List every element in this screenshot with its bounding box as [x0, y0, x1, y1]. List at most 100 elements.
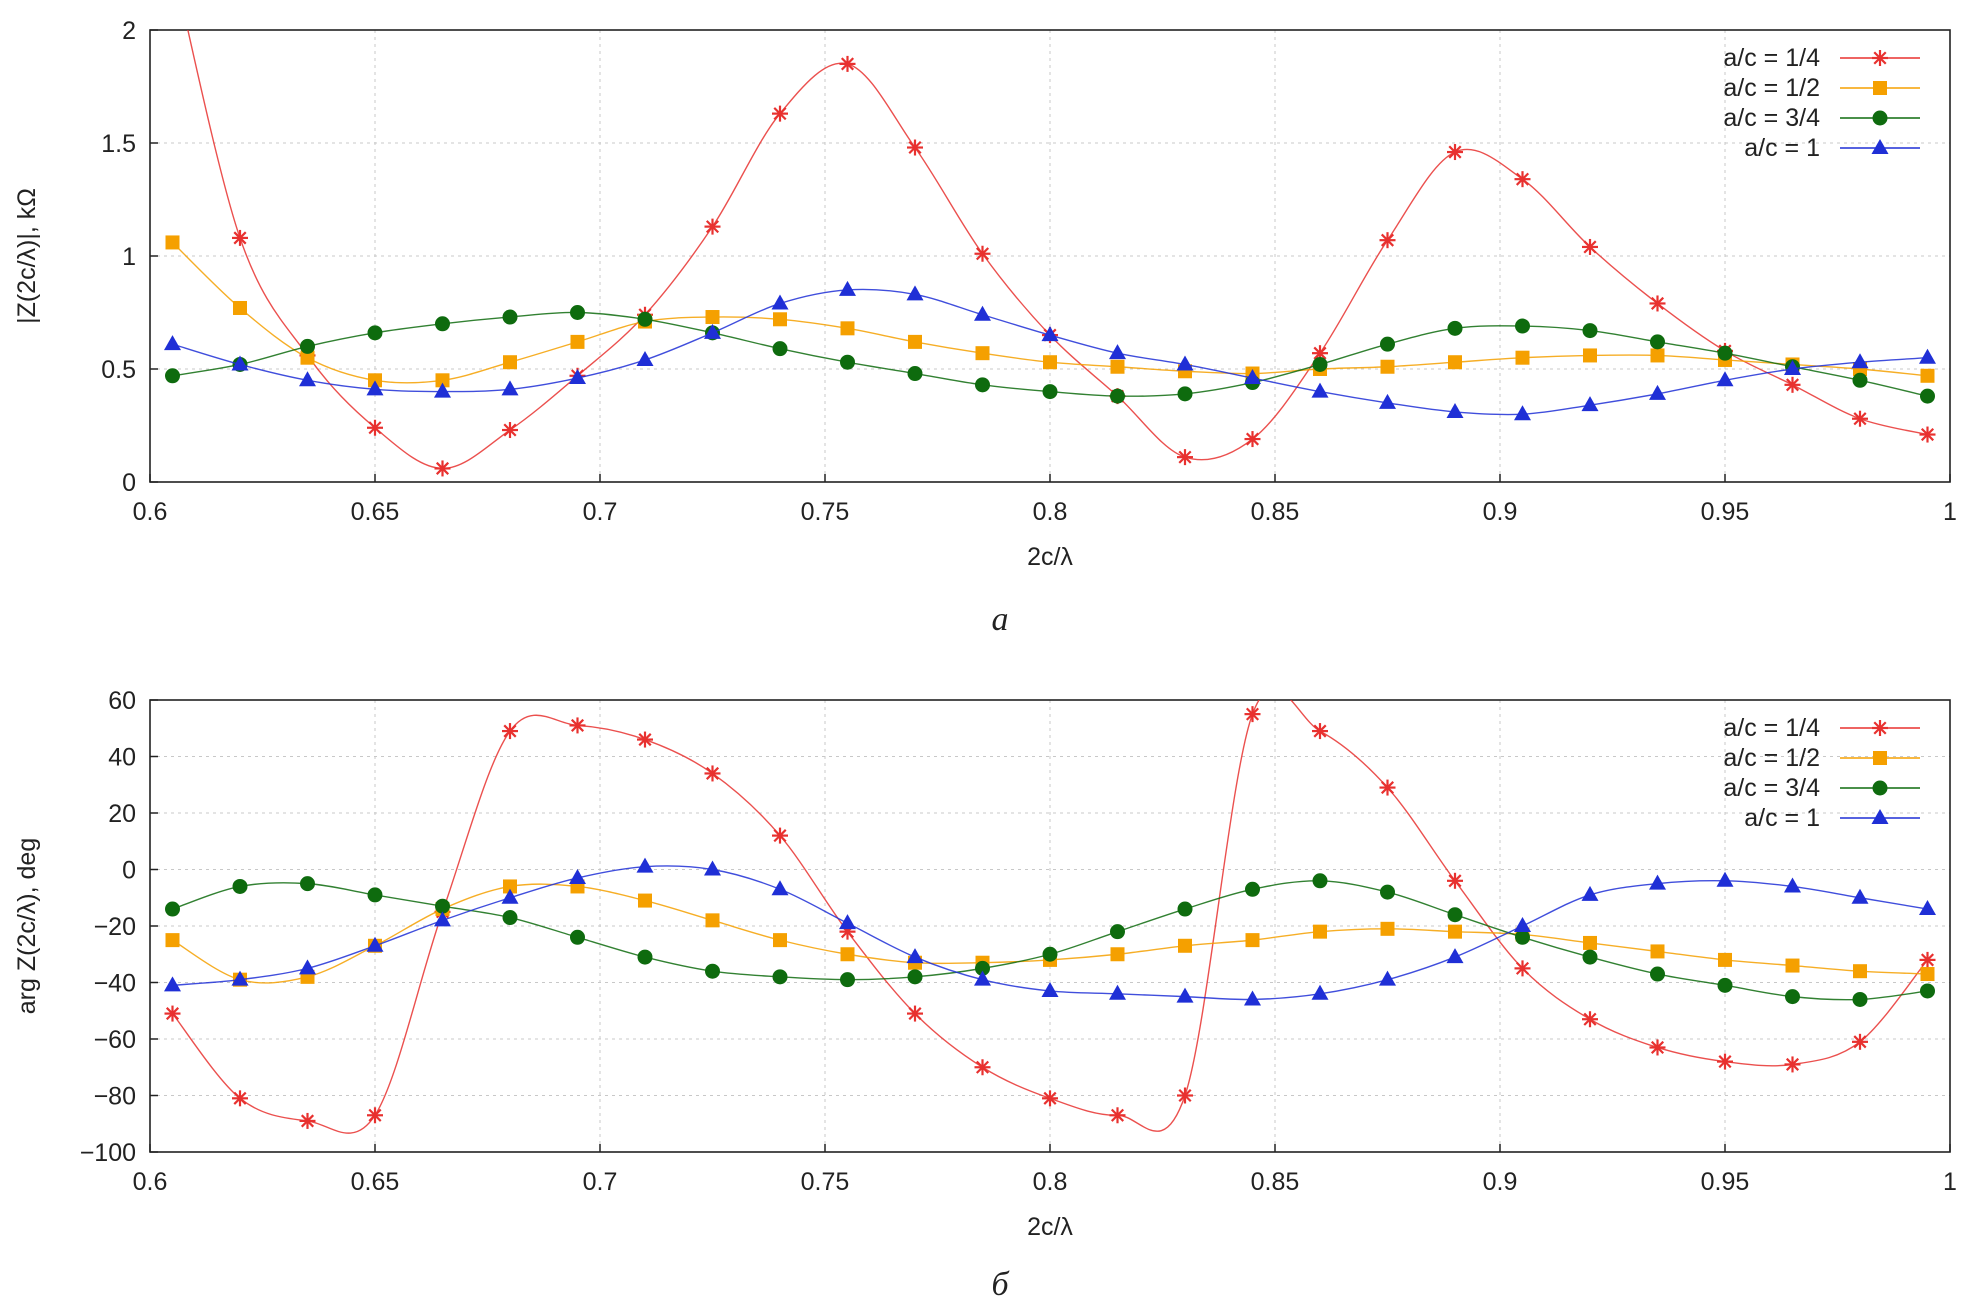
series-3	[165, 873, 1935, 1007]
data-point	[1176, 987, 1194, 1003]
data-point	[1514, 405, 1531, 421]
data-point	[839, 55, 856, 72]
data-point	[636, 857, 654, 873]
data-point	[367, 419, 383, 436]
data-point	[1785, 989, 1800, 1005]
legend-label: a/c = 1/2	[1723, 744, 1820, 772]
legend-entry: a/c = 1	[1744, 134, 1920, 162]
legend-marker	[1873, 81, 1887, 95]
x-axis-label: 2c/λ	[1027, 543, 1073, 571]
legend-entry: a/c = 1/4	[1723, 714, 1920, 742]
data-point	[165, 901, 180, 917]
y-tick-label: 0	[122, 857, 136, 885]
series-4	[164, 280, 1936, 421]
data-point	[1920, 368, 1935, 383]
data-point	[434, 460, 451, 477]
data-point	[773, 933, 787, 948]
data-point	[1649, 1039, 1666, 1056]
data-point	[1514, 917, 1531, 932]
y-tick-label: −100	[80, 1139, 136, 1167]
data-point	[974, 970, 991, 986]
data-point	[1717, 1053, 1733, 1070]
data-point	[1853, 964, 1867, 979]
data-point	[1852, 410, 1868, 427]
data-point	[1784, 877, 1801, 893]
data-point	[1784, 1056, 1801, 1073]
data-point	[975, 960, 990, 976]
legend-marker	[1872, 720, 1888, 736]
legend-marker	[1871, 139, 1889, 154]
data-point	[704, 323, 721, 339]
data-point	[772, 341, 788, 357]
data-point	[771, 294, 789, 310]
x-tick-label: 0.6	[133, 1168, 168, 1196]
data-point	[501, 888, 519, 904]
x-tick-label: 1	[1943, 1168, 1957, 1196]
data-point	[907, 366, 923, 382]
x-axis-label: 2c/λ	[1027, 1213, 1073, 1241]
data-point	[704, 218, 721, 235]
data-point	[1514, 960, 1531, 977]
chart-a: 0.6 0.65 0.7 0.75 0.8 0.85 0.9 0.95 1 0 0.5 1 1.5 2 2c…	[13, 17, 1957, 571]
data-point	[637, 311, 653, 327]
data-point	[1448, 355, 1462, 370]
legend-label: a/c = 1/4	[1723, 714, 1820, 742]
series-1	[164, 700, 1936, 1134]
data-point	[165, 235, 180, 250]
legend-marker	[1873, 751, 1887, 765]
series-1	[187, 30, 1936, 477]
x-tick-label: 0.7	[583, 498, 618, 526]
caption-b: б	[991, 1266, 1010, 1303]
data-point	[1650, 348, 1665, 363]
data-point	[1582, 1011, 1598, 1028]
data-point	[1312, 356, 1328, 372]
data-point	[1245, 933, 1260, 948]
data-point	[1177, 901, 1193, 917]
data-point	[1042, 946, 1058, 962]
data-point	[1379, 970, 1396, 986]
data-point	[368, 373, 382, 388]
data-point	[839, 280, 856, 296]
data-point	[1379, 393, 1396, 409]
data-point	[502, 309, 518, 325]
x-tick-label: 0.95	[1701, 498, 1750, 526]
data-point	[1515, 318, 1530, 334]
data-point	[300, 876, 315, 892]
y-tick-label: 40	[108, 744, 136, 772]
data-point	[165, 933, 180, 948]
data-point	[840, 972, 855, 988]
data-point	[974, 245, 991, 262]
data-point	[165, 368, 180, 384]
data-point	[1919, 348, 1936, 364]
data-point	[1650, 966, 1665, 982]
data-point	[1313, 924, 1327, 939]
data-point	[1649, 384, 1666, 400]
legend: a/c = 1/4a/c = 1/2a/c = 3/4a/c = 1	[1723, 44, 1920, 162]
data-point	[299, 371, 316, 387]
data-point	[435, 316, 450, 332]
data-point	[1380, 884, 1395, 900]
y-tick-label: −40	[94, 970, 136, 998]
data-point	[1380, 336, 1395, 352]
data-point	[636, 350, 654, 366]
x-tick-label: 0.75	[801, 1168, 850, 1196]
data-point	[233, 300, 247, 315]
data-point	[503, 879, 517, 894]
chart-b: 0.6 0.65 0.7 0.75 0.8 0.85 0.9 0.95 1 −100 −80 −60 −…	[13, 687, 1957, 1241]
data-point	[705, 913, 720, 928]
data-point	[1244, 990, 1261, 1006]
y-tick-label: 60	[108, 687, 136, 715]
legend-label: a/c = 3/4	[1723, 104, 1820, 132]
data-point	[1852, 372, 1868, 388]
data-point	[434, 911, 451, 927]
data-point	[1177, 386, 1193, 402]
data-point	[231, 355, 249, 371]
data-point	[974, 305, 991, 321]
legend-label: a/c = 1/2	[1723, 74, 1820, 102]
data-point	[1582, 323, 1598, 339]
y-tick-label: 1	[122, 243, 136, 271]
data-point	[773, 312, 787, 327]
data-point	[975, 346, 990, 361]
data-point	[1109, 344, 1126, 360]
